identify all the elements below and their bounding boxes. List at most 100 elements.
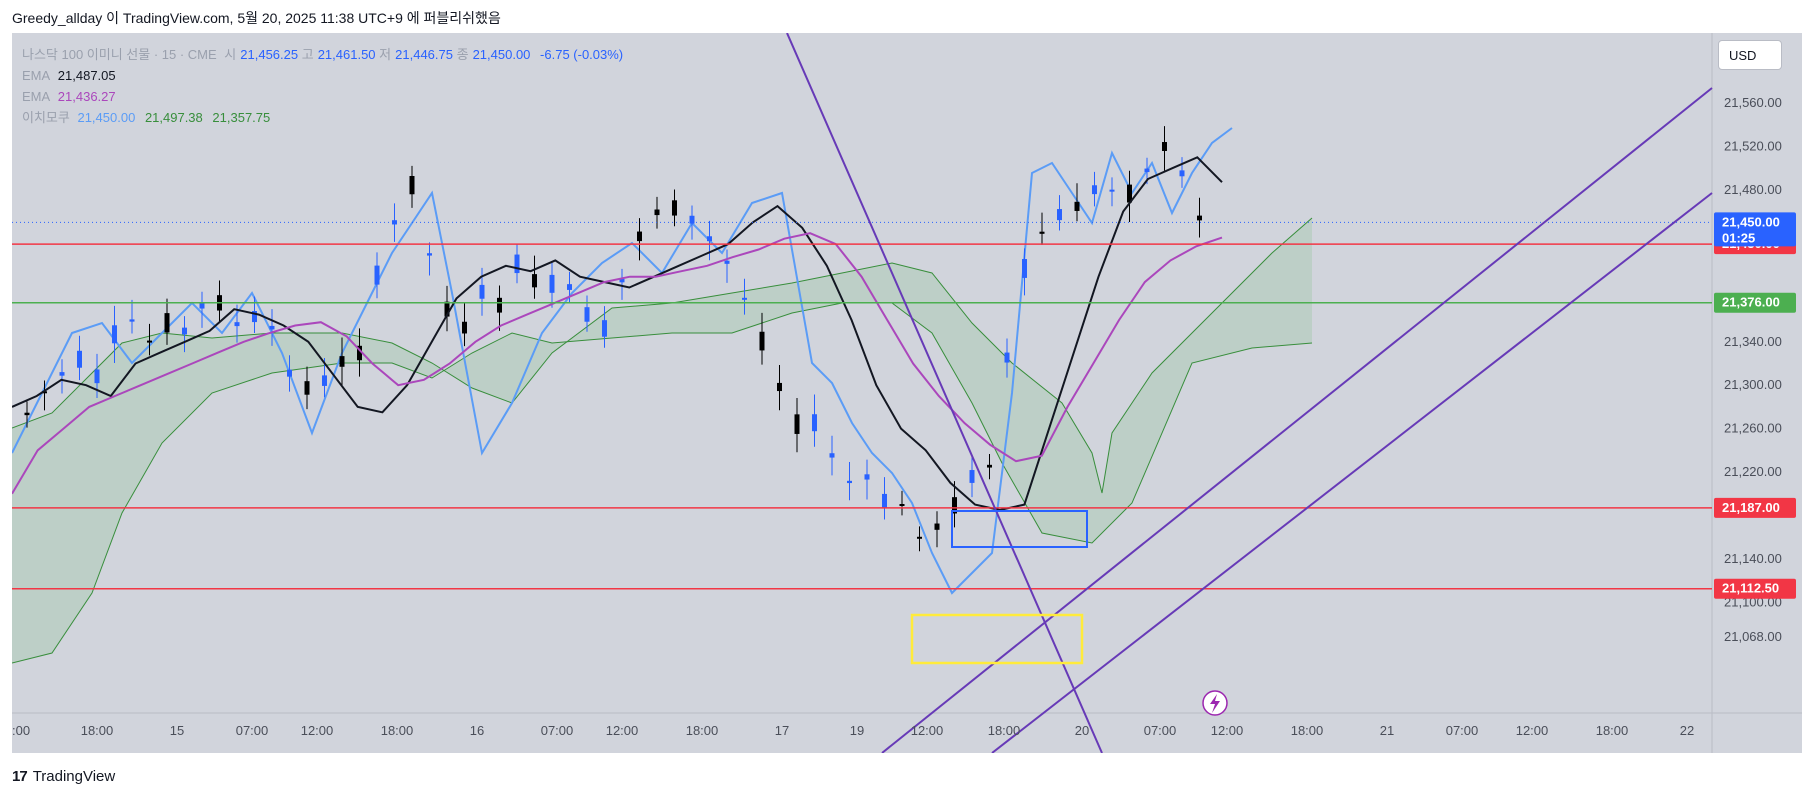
x-tick-label: 12:00 — [1516, 723, 1549, 738]
x-tick-label: 15 — [170, 723, 184, 738]
candle-body — [794, 414, 800, 434]
candle-body — [1039, 231, 1045, 234]
candle-body — [147, 340, 152, 343]
candle-body — [444, 301, 450, 317]
trendline-down[interactable] — [786, 33, 1103, 753]
x-tick-label: 19 — [850, 723, 864, 738]
candle-body — [1109, 189, 1115, 192]
candle-body — [1162, 142, 1167, 151]
x-tick-label: 18:00 — [1596, 723, 1629, 738]
candle-body — [59, 372, 65, 376]
candle-body — [654, 209, 660, 216]
candle-body — [252, 311, 257, 323]
level-tag-1 — [1714, 292, 1796, 313]
candle-body — [497, 297, 502, 313]
ichimoku-value-3: 21,357.75 — [212, 110, 271, 125]
x-tick-label: 17 — [775, 723, 789, 738]
candle-body — [164, 313, 170, 333]
candle-body — [934, 523, 940, 530]
low-value: 21,446.75 — [395, 47, 453, 62]
candle-body — [322, 375, 327, 386]
candle-body — [427, 253, 432, 256]
close-value: 21,450.00 — [472, 47, 531, 62]
candle-body — [304, 381, 310, 395]
x-tick-label: 12:00 — [911, 723, 944, 738]
y-tick-label: 21,520.00 — [1724, 138, 1782, 153]
candle-body — [1022, 259, 1027, 278]
level-tag-3 — [1714, 578, 1796, 599]
candle-body — [462, 321, 467, 334]
candle-body — [847, 480, 852, 484]
x-tick-label: 07:00 — [541, 723, 574, 738]
candle-body — [24, 412, 30, 416]
level-tag-3-text: 21,112.50 — [1722, 581, 1779, 596]
yellow-box-annotation[interactable] — [910, 613, 1084, 665]
last-price-tag-text: 01:25 — [1722, 230, 1755, 245]
candle-body — [689, 215, 695, 224]
y-tick-label: 21,220.00 — [1724, 464, 1782, 479]
candle-body — [1074, 201, 1080, 211]
trendline-up-1[interactable] — [881, 87, 1713, 753]
x-tick-label: :00 — [12, 723, 30, 738]
currency-button[interactable]: USD — [1718, 40, 1782, 70]
last-price-tag — [1714, 212, 1796, 247]
candle-body — [812, 414, 817, 432]
candle-body — [549, 274, 555, 293]
x-tick-label: 21 — [1380, 723, 1394, 738]
ohlc-row: 나스닥 100 이미니 선물 · 15 · CME 시 21,456.25 고 21… — [22, 44, 623, 65]
candle-body — [637, 231, 642, 242]
x-tick-label: 16 — [470, 723, 484, 738]
x-tick-label: 18:00 — [1291, 723, 1324, 738]
tradingview-footer[interactable]: 17 TradingView — [12, 768, 115, 785]
ichimoku-value-1: 21,450.00 — [77, 110, 136, 125]
candle-body — [269, 325, 275, 330]
publish-header: Greedy_allday 이 TradingView.com, 5월 20, … — [12, 10, 501, 26]
candle-body — [94, 369, 100, 384]
chart-area[interactable]: 21,560.00 21,520.00 21,480.00 21,340.00 21,3… — [12, 33, 1802, 753]
x-tick-label: 07:00 — [236, 723, 269, 738]
tradingview-logo-icon: 17 — [12, 768, 28, 785]
ichimoku-span-b — [12, 302, 1313, 664]
candle-body — [514, 254, 520, 274]
level-tag-1-text: 21,376.00 — [1722, 295, 1780, 310]
low-label: 저 — [379, 47, 392, 62]
y-tick-label: 21,340.00 — [1724, 334, 1782, 349]
candle-body — [339, 356, 345, 367]
x-tick-label: 22 — [1680, 723, 1694, 738]
close-label: 종 — [456, 47, 469, 62]
tradingview-brand: TradingView — [32, 768, 116, 785]
x-tick-label: 18:00 — [81, 723, 114, 738]
high-label: 고 — [301, 47, 314, 62]
y-tick-label: 21,300.00 — [1724, 377, 1782, 392]
x-tick-label: 12:00 — [1211, 723, 1244, 738]
ema-fast-row[interactable]: EMA 21,487.05 — [22, 65, 623, 86]
blue-box-annotation[interactable] — [951, 510, 1088, 548]
ema-slow-value: 21,436.27 — [57, 89, 116, 104]
candle-body — [829, 453, 835, 458]
candle-body — [987, 464, 992, 468]
candle-body — [42, 391, 47, 394]
ema-fast-label: EMA — [22, 68, 51, 83]
ichimoku-row[interactable]: 이치모쿠 21,450.00 21,497.38 21,357.75 — [22, 107, 623, 128]
trendline-up-2[interactable] — [991, 192, 1713, 753]
chart-legend: 나스닥 100 이미니 선물 · 15 · CME 시 21,456.25 고 21… — [22, 44, 623, 128]
x-tick-label: 07:00 — [1144, 723, 1177, 738]
candle-body — [234, 322, 240, 327]
candle-body — [742, 297, 747, 300]
candle-body — [129, 319, 135, 322]
candle-body — [1197, 215, 1202, 221]
chart-canvas[interactable]: 21,560.00 21,520.00 21,480.00 21,340.00 21,3… — [12, 33, 1802, 753]
candle-body — [182, 327, 187, 335]
x-tick-label: 12:00 — [606, 723, 639, 738]
y-tick-label: 21,068.00 — [1724, 629, 1782, 644]
candle-body — [917, 536, 922, 539]
ema-slow-row[interactable]: EMA 21,436.27 — [22, 86, 623, 107]
high-value: 21,461.50 — [317, 47, 376, 62]
candle-body — [199, 302, 205, 309]
x-tick-label: 18:00 — [686, 723, 719, 738]
ichimoku-value-2: 21,497.38 — [144, 110, 203, 125]
candle-body — [1179, 170, 1185, 177]
symbol-name[interactable]: 나스닥 100 이미니 선물 · 15 · CME — [22, 47, 217, 62]
ichimoku-span-a — [12, 217, 1313, 494]
ema-slow-line — [12, 232, 1223, 495]
